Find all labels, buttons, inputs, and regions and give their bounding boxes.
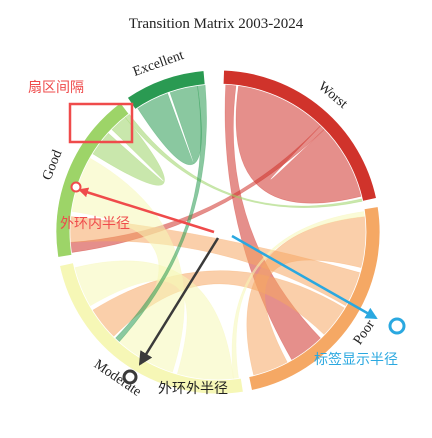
group-arc-poor	[248, 206, 381, 391]
inner-radius-arrow	[78, 187, 215, 234]
ribbons-layer	[69, 83, 367, 381]
label-radius-marker	[388, 317, 406, 335]
group-arc-excellent	[126, 70, 206, 110]
inner-radius-label: 外环内半径	[60, 216, 130, 232]
sector-gap-label: 扇区间隔	[28, 80, 84, 96]
annotation-layer: 扇区间隔 外环内半径 标签显示半径 外环外半径	[28, 80, 406, 397]
group-label-poor: Poor	[351, 317, 379, 348]
group-label-good: Good	[40, 148, 66, 182]
chart-title: Transition Matrix 2003-2024	[129, 16, 304, 32]
sector-gap-box	[68, 102, 134, 144]
label-radius-label: 标签显示半径	[314, 351, 398, 368]
group-arcs-layer	[55, 69, 381, 395]
label-radius-arrow	[231, 234, 378, 320]
group-arc-good	[55, 102, 130, 258]
outer-radius-marker	[122, 369, 138, 385]
inner-radius-marker	[70, 181, 82, 193]
outer-radius-arrow	[138, 237, 220, 366]
group-arc-worst	[222, 69, 377, 202]
group-arc-moderate	[59, 262, 244, 395]
outer-radius-label: 外环外半径	[158, 381, 228, 397]
